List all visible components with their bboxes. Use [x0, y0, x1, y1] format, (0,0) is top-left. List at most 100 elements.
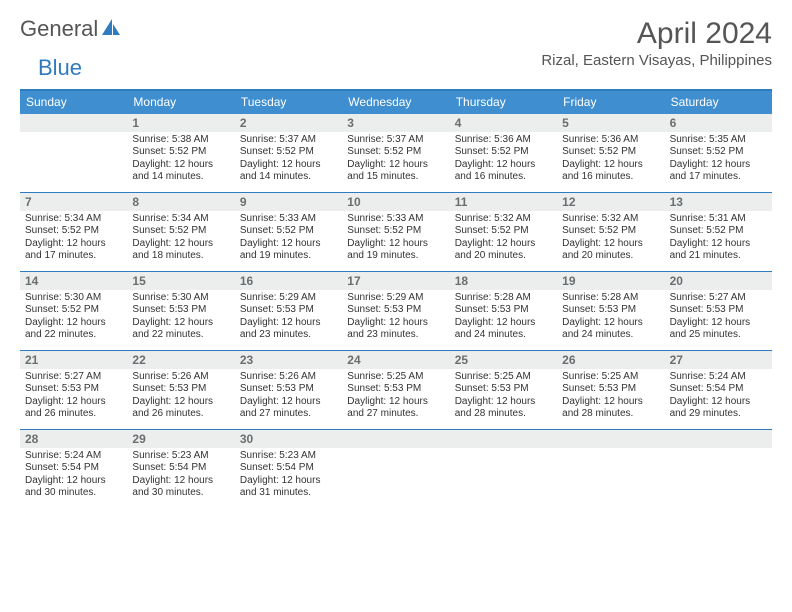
day-cell: 28Sunrise: 5:24 AMSunset: 5:54 PMDayligh… — [20, 430, 127, 508]
sunrise-text: Sunrise: 5:24 AM — [25, 450, 122, 463]
day-detail: Sunrise: 5:34 AMSunset: 5:52 PMDaylight:… — [127, 213, 234, 263]
day-cell: 27Sunrise: 5:24 AMSunset: 5:54 PMDayligh… — [665, 351, 772, 429]
day-detail: Sunrise: 5:30 AMSunset: 5:52 PMDaylight:… — [20, 292, 127, 342]
daylight-text: Daylight: 12 hours and 22 minutes. — [25, 317, 122, 342]
day-number: 16 — [235, 272, 342, 290]
title-location: Rizal, Eastern Visayas, Philippines — [541, 52, 772, 69]
day-cell: 22 Sunrise: 5:26 AMSunset: 5:53 PMDayligh… — [127, 351, 234, 429]
sunrise-text: Sunrise: 5:31 AM — [670, 213, 767, 226]
day-cell: 26Sunrise: 5:25 AMSunset: 5:53 PMDayligh… — [557, 351, 664, 429]
day-cell: 10Sunrise: 5:33 AMSunset: 5:52 PMDayligh… — [342, 193, 449, 271]
daylight-text: Daylight: 12 hours and 17 minutes. — [25, 238, 122, 263]
day-number: 10 — [342, 193, 449, 211]
week-row: 28 Sunrise: 5:24 AM Sunset: 5:54 PMDayligh… — [20, 430, 772, 508]
sunrise-text: Sunrise: 5:23 AM — [132, 450, 229, 463]
day-cell — [20, 114, 127, 192]
day-detail: Sunrise: 5:26 AMSunset: 5:53 PMDaylight:… — [235, 371, 342, 421]
day-cell: 4Sunrise: 5:36 AMSunset: 5:52 PMDaylight… — [450, 114, 557, 192]
day-detail: Sunrise: 5:32 AMSunset: 5:52 PMDaylight:… — [450, 213, 557, 263]
daylight-text: Daylight: 12 hours and 19 minutes. — [240, 238, 337, 263]
sunset-text: Sunset: 5:53 PM — [455, 304, 552, 317]
sunrise-text: Sunrise: 5:36 AM — [455, 134, 552, 147]
sunset-text: Sunset: 5:52 PM — [240, 225, 337, 238]
sunrise-text: Sunrise: 5:23 AM — [240, 450, 337, 463]
sunset-text: Sunset: 5:52 PM — [132, 146, 229, 159]
daylight-text: Daylight: 12 hours and 23 minutes. — [240, 317, 337, 342]
day-cell: 13Sunrise: 5:31 AMSunset: 5:52 PMDayligh… — [665, 193, 772, 271]
day-detail: Sunrise: 5:33 AMSunset: 5:52 PMDaylight:… — [235, 213, 342, 263]
week-row: 1Sunrise: 5:38 AMSunset: 5:52 PMDaylight… — [20, 114, 772, 193]
sunrise-text: Sunrise: 5:28 AM — [562, 292, 659, 305]
day-number: 15 — [127, 272, 234, 290]
sunset-text: Sunset: 5:52 PM — [240, 146, 337, 159]
day-number — [557, 430, 664, 448]
day-cell: 2 Sunrise: 5:37 AMSunset: 5:52 PMDaylight… — [235, 114, 342, 192]
day-cell: 5 Sunrise: 5:36 AMSunset: 5:52 PMDaylight… — [557, 114, 664, 192]
sunset-text: Sunset: 5:52 PM — [562, 225, 659, 238]
daylight-text: Daylight: 12 hours and 23 minutes. — [347, 317, 444, 342]
day-cell: 21 Sunrise: 5:27 AMSunset: 5:53 PMDayligh… — [20, 351, 127, 429]
sunrise-text: Sunrise: 5:33 AM — [240, 213, 337, 226]
day-cell: 17Sunrise: 5:29 AMSunset: 5:53 PMDayligh… — [342, 272, 449, 350]
daylight-text: Daylight: 12 hours and 14 minutes. — [240, 159, 337, 184]
day-number — [20, 114, 127, 132]
daylight-text: Daylight: 12 hours and 25 minutes. — [670, 317, 767, 342]
day-number — [450, 430, 557, 448]
day-number: 11 — [450, 193, 557, 211]
weekday-header: Saturday — [665, 91, 772, 114]
day-number: 28 — [20, 430, 127, 448]
day-number: 13 — [665, 193, 772, 211]
weekday-header-row: Sunday Monday Tuesday Wednesday Thursday… — [20, 91, 772, 114]
daylight-text: Daylight: 12 hours and 16 minutes. — [455, 159, 552, 184]
weekday-header: Monday — [127, 91, 234, 114]
daylight-text: Daylight: 12 hours and 27 minutes. — [240, 396, 337, 421]
day-number: 21 — [20, 351, 127, 369]
day-number: 2 — [235, 114, 342, 132]
sunrise-text: Sunrise: 5:34 AM — [132, 213, 229, 226]
sunrise-text: Sunrise: 5:26 AM — [132, 371, 229, 384]
daylight-text: Daylight: 12 hours and 28 minutes. — [455, 396, 552, 421]
day-detail: Sunrise: 5:36 AMSunset: 5:52 PMDaylight:… — [450, 134, 557, 184]
sunrise-text: Sunrise: 5:37 AM — [240, 134, 337, 147]
sunrise-text: Sunrise: 5:32 AM — [562, 213, 659, 226]
sunset-text: Sunset: 5:52 PM — [347, 225, 444, 238]
day-number: 5 — [557, 114, 664, 132]
day-cell: 8Sunrise: 5:34 AMSunset: 5:52 PMDaylight… — [127, 193, 234, 271]
daylight-text: Daylight: 12 hours and 22 minutes. — [132, 317, 229, 342]
daylight-text: Daylight: 12 hours and 21 minutes. — [670, 238, 767, 263]
sunrise-text: Sunrise: 5:25 AM — [455, 371, 552, 384]
sunset-text: Sunset: 5:53 PM — [562, 304, 659, 317]
title-month: April 2024 — [541, 18, 772, 50]
day-number: 6 — [665, 114, 772, 132]
day-number — [665, 430, 772, 448]
day-detail: Sunrise: 5:26 AMSunset: 5:53 PMDaylight:… — [127, 371, 234, 421]
daylight-text: Daylight: 12 hours and 26 minutes. — [132, 396, 229, 421]
sunset-text: Sunset: 5:54 PM — [240, 462, 337, 475]
daylight-text: Daylight: 12 hours and 20 minutes. — [455, 238, 552, 263]
sunset-text: Sunset: 5:53 PM — [562, 383, 659, 396]
daylight-text: Daylight: 12 hours and 31 minutes. — [240, 475, 337, 500]
day-detail: Sunrise: 5:24 AMSunset: 5:54 PMDaylight:… — [665, 371, 772, 421]
sunset-text: Sunset: 5:53 PM — [240, 304, 337, 317]
sunrise-text: Sunrise: 5:38 AM — [132, 134, 229, 147]
day-detail: Sunrise: 5:36 AMSunset: 5:52 PMDaylight:… — [557, 134, 664, 184]
day-number: 20 — [665, 272, 772, 290]
day-detail: Sunrise: 5:27 AMSunset: 5:53 PMDaylight:… — [20, 371, 127, 421]
sunset-text: Sunset: 5:53 PM — [132, 383, 229, 396]
day-detail: Sunrise: 5:28 AMSunset: 5:53 PMDaylight:… — [450, 292, 557, 342]
day-number: 9 — [235, 193, 342, 211]
calendar-body: 1Sunrise: 5:38 AMSunset: 5:52 PMDaylight… — [20, 114, 772, 508]
day-detail: Sunrise: 5:29 AMSunset: 5:53 PMDaylight:… — [235, 292, 342, 342]
day-number: 25 — [450, 351, 557, 369]
day-number: 22 — [127, 351, 234, 369]
daylight-text: Daylight: 12 hours and 27 minutes. — [347, 396, 444, 421]
day-cell: 24Sunrise: 5:25 AMSunset: 5:53 PMDayligh… — [342, 351, 449, 429]
sunset-text: Sunset: 5:52 PM — [347, 146, 444, 159]
day-cell: 20Sunrise: 5:27 AMSunset: 5:53 PMDayligh… — [665, 272, 772, 350]
weekday-header: Friday — [557, 91, 664, 114]
day-number: 19 — [557, 272, 664, 290]
sunrise-text: Sunrise: 5:25 AM — [562, 371, 659, 384]
daylight-text: Daylight: 12 hours and 19 minutes. — [347, 238, 444, 263]
day-detail: Sunrise: 5:28 AMSunset: 5:53 PMDaylight:… — [557, 292, 664, 342]
sunrise-text: Sunrise: 5:34 AM — [25, 213, 122, 226]
